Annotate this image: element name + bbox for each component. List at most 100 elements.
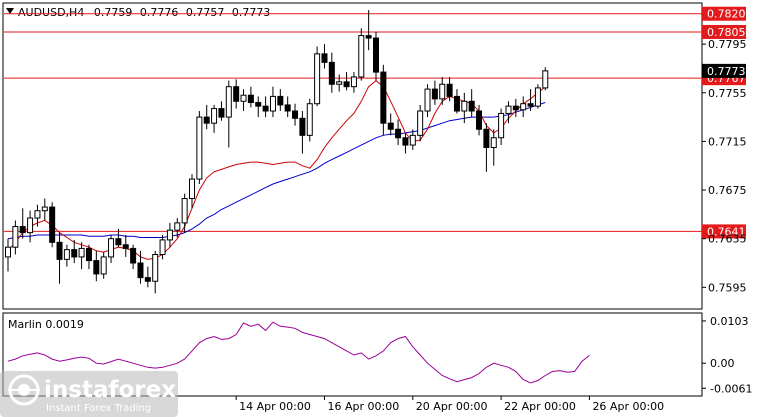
svg-text:AUDUSD,H4 0.7759 0: AUDUSD,H4 0.7759 0.7776 0.7757 0.7773 bbox=[18, 6, 270, 19]
candle bbox=[233, 79, 240, 109]
candle bbox=[262, 96, 269, 118]
candle bbox=[137, 250, 144, 284]
osc-tick-label: -0.0061 bbox=[710, 382, 752, 395]
candle-body bbox=[115, 238, 122, 246]
watermark-brand: instaforex bbox=[44, 377, 176, 403]
high-value: 0.7776 bbox=[140, 6, 179, 19]
candle bbox=[85, 244, 92, 270]
candle bbox=[181, 193, 188, 233]
candle bbox=[49, 202, 56, 248]
main-panel-frame bbox=[2, 2, 703, 310]
candle bbox=[152, 250, 159, 294]
osc-tick-label: 0.0103 bbox=[710, 315, 749, 328]
candle-body bbox=[358, 35, 365, 78]
price-tick-label: 0.7795 bbox=[708, 38, 747, 51]
level-label: 0.7641 bbox=[707, 225, 746, 238]
candle bbox=[71, 239, 78, 264]
levels-layer bbox=[4, 13, 702, 232]
candle-body bbox=[542, 70, 549, 89]
candle-body bbox=[343, 81, 350, 88]
candle bbox=[63, 244, 70, 267]
candle-body bbox=[461, 100, 468, 112]
candle-body bbox=[468, 100, 475, 112]
candle-body bbox=[262, 105, 269, 112]
candle-body bbox=[431, 88, 438, 100]
candle bbox=[41, 198, 48, 221]
candle bbox=[284, 96, 291, 118]
candle bbox=[336, 74, 343, 92]
candle-body bbox=[277, 95, 284, 106]
candle-body bbox=[181, 198, 188, 224]
candle bbox=[468, 89, 475, 118]
candle bbox=[395, 119, 402, 146]
oscillator-layer: Marlin 0.0019 0.0103 0.00 -0.0061 bbox=[7, 315, 752, 395]
price-axis: 0.78200.78050.77670.76410.77950.77550.77… bbox=[702, 6, 747, 294]
candle-body bbox=[233, 86, 240, 102]
watermark-logo: instaforex Instant Forex Trading bbox=[0, 371, 178, 417]
candle bbox=[387, 113, 394, 136]
candle bbox=[321, 44, 328, 69]
candle-body bbox=[314, 53, 321, 105]
candle-body bbox=[49, 206, 56, 243]
candle-body bbox=[395, 128, 402, 139]
candle-body bbox=[387, 122, 394, 130]
candle bbox=[439, 76, 446, 105]
candle-body bbox=[534, 87, 541, 107]
level-label-bg bbox=[702, 6, 746, 21]
candle-body bbox=[174, 222, 181, 231]
candle bbox=[122, 235, 129, 257]
candle bbox=[144, 266, 151, 288]
candle bbox=[108, 235, 115, 264]
candle-body bbox=[498, 112, 505, 139]
candle-body bbox=[417, 110, 424, 136]
candle-body bbox=[5, 246, 11, 258]
osc-tick-label: 0.00 bbox=[710, 357, 735, 370]
candle bbox=[189, 174, 195, 209]
candle-body bbox=[476, 110, 483, 130]
candle bbox=[196, 111, 203, 184]
candle-body bbox=[453, 95, 460, 112]
candle-body bbox=[122, 244, 129, 249]
candle-body bbox=[284, 104, 291, 112]
candle bbox=[520, 96, 527, 118]
candle-body bbox=[409, 134, 416, 146]
candle bbox=[174, 218, 181, 238]
candle bbox=[159, 235, 166, 260]
candle-body bbox=[380, 71, 387, 124]
candle bbox=[292, 103, 299, 126]
candle-body bbox=[152, 253, 159, 282]
oscillator-line bbox=[7, 321, 590, 384]
candle bbox=[490, 129, 497, 166]
header: AUDUSD,H4 0.7759 0.7776 0.7757 0.7773 bbox=[6, 6, 270, 19]
candle bbox=[498, 108, 505, 146]
candle bbox=[453, 89, 460, 114]
candle bbox=[306, 98, 313, 142]
candle bbox=[100, 252, 107, 279]
candle-body bbox=[365, 35, 372, 39]
collapse-triangle-icon[interactable] bbox=[6, 8, 14, 14]
candle bbox=[93, 250, 100, 282]
candle-body bbox=[424, 88, 431, 112]
candle bbox=[373, 31, 379, 81]
candle bbox=[483, 123, 490, 172]
candle-body bbox=[225, 86, 232, 118]
candle bbox=[358, 28, 365, 81]
close-value: 0.7773 bbox=[232, 6, 271, 19]
candle bbox=[34, 204, 41, 227]
candle-body bbox=[483, 128, 490, 148]
candle-body bbox=[505, 105, 512, 114]
watermark-tagline: Instant Forex Trading bbox=[46, 403, 151, 414]
candle bbox=[269, 86, 276, 118]
candle-body bbox=[299, 117, 306, 136]
candle bbox=[255, 96, 262, 118]
candle-body bbox=[255, 101, 262, 107]
candle-body bbox=[137, 262, 144, 279]
candle bbox=[166, 222, 173, 248]
price-tick-label: 0.7755 bbox=[708, 87, 747, 100]
candle-body bbox=[240, 94, 247, 102]
candle bbox=[424, 84, 431, 118]
price-tick-label: 0.7715 bbox=[708, 135, 747, 148]
candle bbox=[130, 244, 137, 270]
candle bbox=[211, 104, 218, 133]
